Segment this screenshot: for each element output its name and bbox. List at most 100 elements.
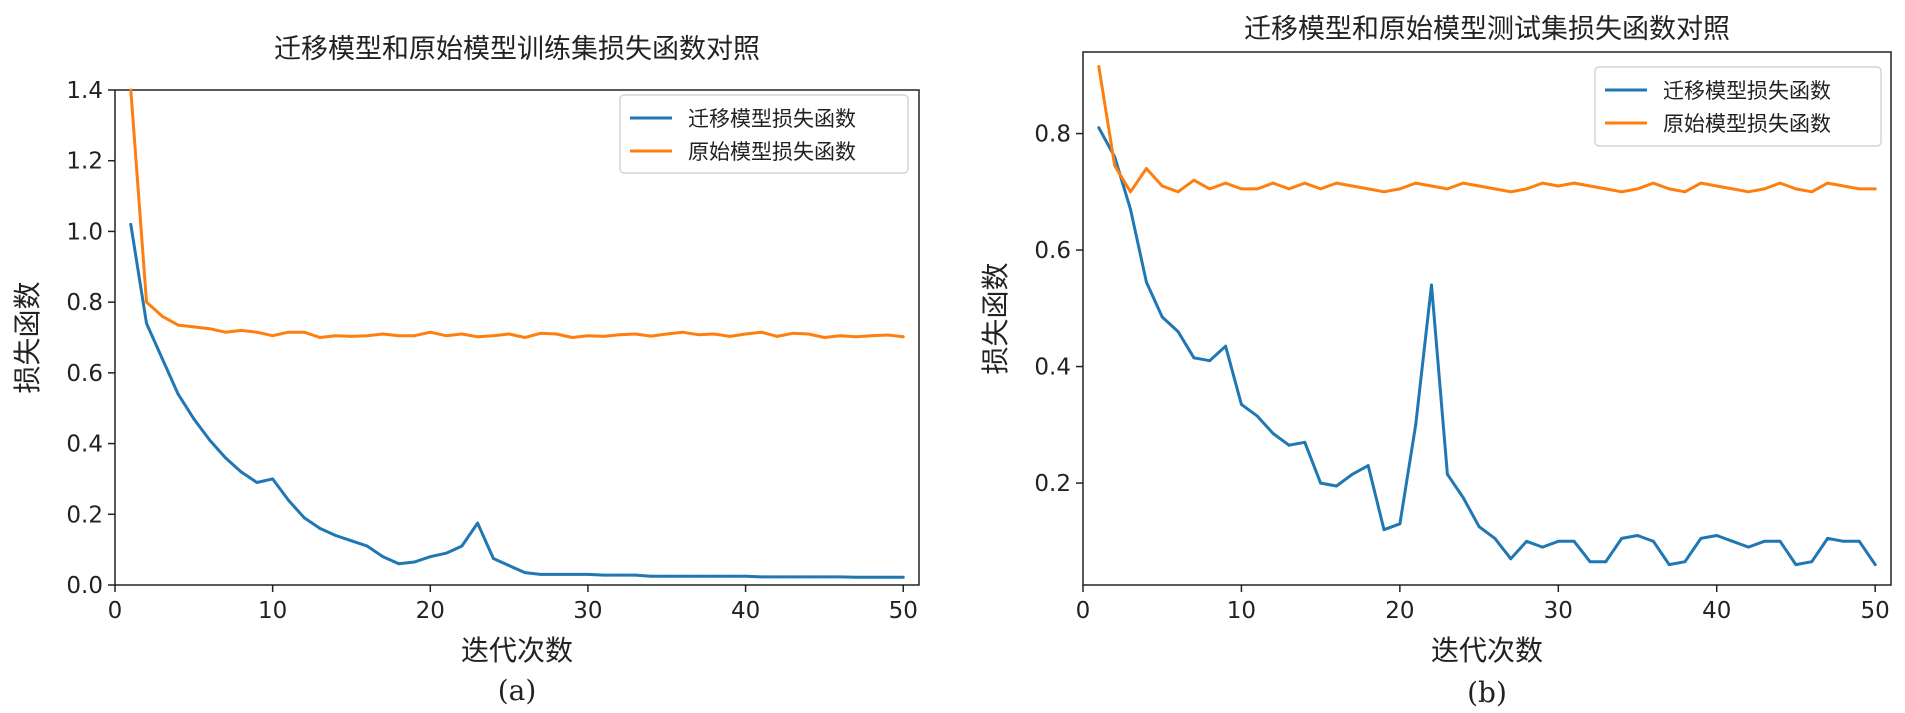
data-point: [901, 335, 905, 339]
data-point: [223, 456, 227, 460]
data-point: [271, 477, 275, 481]
data-point: [334, 534, 338, 537]
data-point: [1382, 528, 1386, 532]
data-point: [1842, 184, 1845, 188]
data-point: [1192, 178, 1196, 182]
data-point: [681, 330, 684, 334]
data-point: [1810, 560, 1814, 564]
data-point: [854, 335, 858, 339]
data-point: [1430, 184, 1433, 188]
data-point: [823, 575, 826, 579]
data-point: [476, 335, 479, 339]
data-point: [570, 572, 574, 576]
data-point: [1430, 283, 1433, 287]
data-point: [1255, 187, 1259, 191]
data-point: [428, 555, 432, 559]
data-point: [1525, 539, 1529, 543]
data-point: [287, 498, 290, 502]
data-point: [1699, 536, 1703, 540]
data-point: [1445, 472, 1449, 476]
y-tick-label: 0.2: [1034, 471, 1071, 497]
data-point: [1240, 403, 1243, 406]
data-point: [1398, 522, 1402, 526]
data-point: [1477, 184, 1481, 188]
y-tick-label: 1.0: [66, 219, 103, 245]
data-point: [838, 334, 842, 338]
data-point: [665, 332, 669, 336]
data-point: [696, 333, 700, 337]
series-line-1: [1097, 65, 1877, 194]
data-point: [854, 575, 858, 579]
data-point: [1667, 187, 1671, 191]
data-point: [838, 575, 842, 579]
data-point: [1414, 423, 1418, 427]
data-point: [1097, 126, 1101, 130]
data-point: [318, 336, 322, 339]
data-point: [365, 334, 369, 338]
data-point: [744, 332, 747, 336]
data-point: [318, 527, 322, 530]
data-point: [1556, 184, 1560, 188]
data-point: [1778, 181, 1782, 185]
data-point: [176, 392, 180, 396]
data-point: [1398, 187, 1402, 191]
chart-title: 迁移模型和原始模型测试集损失函数对照: [1244, 14, 1730, 45]
data-point: [1509, 190, 1513, 194]
data-point: [886, 575, 889, 579]
data-point: [1414, 181, 1418, 185]
data-point: [1366, 187, 1370, 191]
data-point: [696, 574, 700, 578]
data-point: [145, 321, 148, 325]
data-point: [1715, 534, 1719, 537]
panel-caption: (b): [1467, 676, 1507, 709]
x-tick-label: 40: [1702, 598, 1731, 624]
data-point: [791, 331, 795, 335]
data-point: [1683, 560, 1687, 564]
data-point: [1667, 563, 1671, 567]
data-point: [129, 88, 133, 92]
data-point: [1176, 190, 1180, 194]
data-point: [1794, 187, 1798, 191]
data-point: [759, 575, 763, 579]
data-point: [602, 335, 606, 338]
data-point: [1477, 525, 1481, 529]
data-point: [539, 331, 543, 335]
data-point: [1588, 560, 1592, 564]
data-point: [1826, 536, 1830, 540]
data-point: [1129, 190, 1132, 194]
data-point: [1350, 184, 1354, 188]
data-point: [870, 575, 874, 579]
data-point: [633, 573, 637, 577]
data-point: [1097, 65, 1101, 68]
data-point: [1461, 496, 1465, 500]
data-point: [1810, 190, 1814, 194]
plot-frame: [114, 89, 920, 586]
data-point: [728, 335, 732, 338]
data-point: [633, 332, 637, 336]
data-point: [1445, 187, 1449, 191]
data-point: [823, 336, 826, 339]
data-point: [1747, 545, 1750, 549]
data-point: [1335, 484, 1338, 488]
data-point: [1620, 536, 1624, 540]
data-point: [1541, 181, 1544, 185]
series-line-1: [129, 88, 905, 339]
x-tick-label: 50: [889, 598, 918, 624]
data-point: [413, 334, 416, 338]
legend-label: 迁移模型损失函数: [1663, 79, 1831, 103]
data-point: [1224, 344, 1227, 348]
x-tick-label: 50: [1861, 598, 1890, 624]
x-tick-label: 0: [108, 598, 123, 624]
data-point: [365, 544, 369, 548]
data-point: [1366, 464, 1370, 467]
x-tick-label: 20: [416, 598, 445, 624]
data-point: [1873, 563, 1877, 567]
data-point: [901, 575, 905, 579]
chart-panel-a: 迁移模型和原始模型训练集损失函数对照 0 10 20 30 40 50 0.0 0.2 0.4 0.…: [11, 34, 920, 707]
data-point: [618, 333, 621, 337]
data-point: [523, 571, 527, 575]
x-tick-label: 30: [573, 598, 602, 624]
data-point: [1287, 187, 1291, 191]
